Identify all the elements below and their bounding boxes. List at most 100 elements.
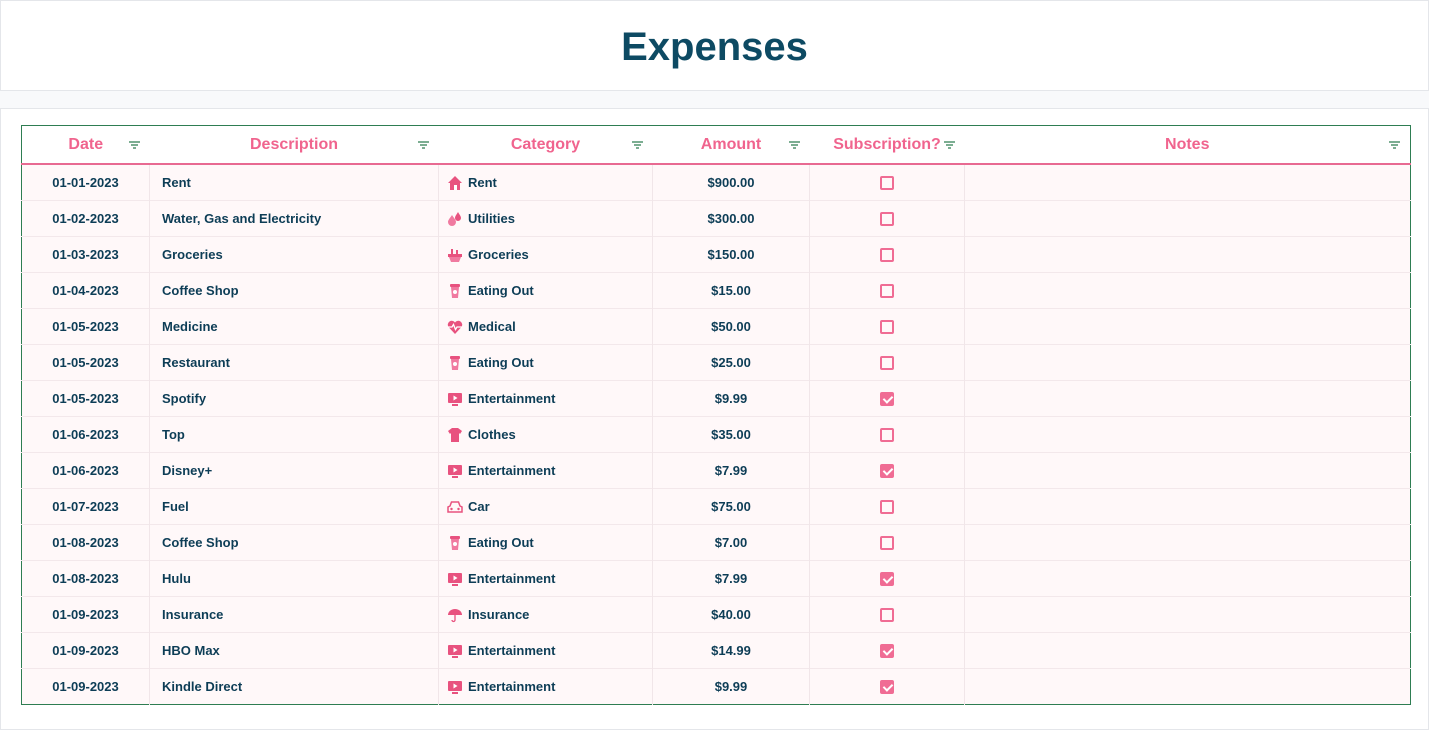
checkbox[interactable] <box>880 320 894 335</box>
notes-cell <box>964 668 1411 705</box>
column-header: Description <box>149 125 439 165</box>
amount-cell: $7.99 <box>652 452 810 489</box>
date-cell: 01-06-2023 <box>21 452 150 489</box>
category-label: Utilities <box>468 211 515 227</box>
filter-icon[interactable] <box>631 141 643 149</box>
checkbox[interactable] <box>880 356 894 371</box>
category-cell: Eating Out <box>438 272 653 309</box>
date-cell: 01-05-2023 <box>21 344 150 381</box>
checkbox[interactable] <box>880 536 894 551</box>
category-icon <box>448 608 462 622</box>
table-row: 01-05-2023 Spotify Entertainment $9.99 <box>21 380 1411 417</box>
category-icon <box>447 501 463 513</box>
amount-cell: $9.99 <box>652 380 810 417</box>
column-header-label: Date <box>68 135 104 153</box>
checkbox[interactable] <box>880 464 894 479</box>
category-icon <box>450 283 460 298</box>
checkbox[interactable] <box>880 608 894 623</box>
description-cell: Kindle Direct <box>149 668 439 705</box>
category-icon <box>448 248 462 262</box>
notes-cell <box>964 488 1411 525</box>
table-row: 01-08-2023 Coffee Shop Eating Out $7.00 <box>21 524 1411 561</box>
description-cell: Rent <box>149 163 439 201</box>
page-title: Expenses <box>621 25 808 69</box>
notes-cell <box>964 632 1411 669</box>
date-cell: 01-09-2023 <box>21 668 150 705</box>
description-cell: Groceries <box>149 236 439 273</box>
amount-cell: $75.00 <box>652 488 810 525</box>
category-cell: Rent <box>438 163 653 201</box>
amount-cell: $35.00 <box>652 416 810 453</box>
page: {"header": {"title": "Expenses"}, "table… <box>0 0 1429 705</box>
column-header: Amount <box>652 125 810 165</box>
category-cell: Eating Out <box>438 524 653 561</box>
checkbox[interactable] <box>880 428 894 443</box>
description-cell: HBO Max <box>149 632 439 669</box>
table-row: 01-05-2023 Medicine Medical $50.00 <box>21 308 1411 345</box>
category-cell: Insurance <box>438 596 653 633</box>
header-row: Date Description Category Amount Subscriptio… <box>21 125 1411 165</box>
column-header-label: Notes <box>1165 135 1210 153</box>
checkbox[interactable] <box>880 644 894 659</box>
checkbox[interactable] <box>880 248 894 263</box>
checkbox[interactable] <box>880 680 894 695</box>
category-icon <box>450 355 460 370</box>
filter-icon[interactable] <box>788 141 800 149</box>
category-label: Clothes <box>468 427 516 443</box>
checkbox[interactable] <box>880 176 894 191</box>
subscription-cell <box>809 596 965 633</box>
category-cell: Eating Out <box>438 344 653 381</box>
date-cell: 01-01-2023 <box>21 163 150 201</box>
category-icon <box>448 572 462 586</box>
description-cell: Medicine <box>149 308 439 345</box>
filter-icon[interactable] <box>128 141 140 149</box>
date-cell: 01-08-2023 <box>21 524 150 561</box>
table-body: 01-01-2023 Rent Rent $900.00 01-02-2023 Water… <box>21 163 1411 705</box>
filter-icon[interactable] <box>1389 141 1400 149</box>
category-cell: Utilities <box>438 200 653 237</box>
checkbox[interactable] <box>880 212 894 227</box>
notes-cell <box>964 236 1411 273</box>
checkbox[interactable] <box>880 500 894 515</box>
notes-cell <box>964 560 1411 597</box>
category-icon <box>447 320 463 334</box>
date-cell: 01-09-2023 <box>21 596 150 633</box>
notes-cell <box>964 200 1411 237</box>
category-cell: Groceries <box>438 236 653 273</box>
amount-cell: $40.00 <box>652 596 810 633</box>
category-cell: Entertainment <box>438 452 653 489</box>
date-cell: 01-04-2023 <box>21 272 150 309</box>
category-label: Eating Out <box>468 283 534 299</box>
amount-cell: $7.99 <box>652 560 810 597</box>
table-row: 01-02-2023 Water, Gas and Electricity Util… <box>21 200 1411 237</box>
column-header: Category <box>438 125 653 165</box>
date-cell: 01-05-2023 <box>21 380 150 417</box>
category-icon <box>448 427 462 442</box>
filter-icon[interactable] <box>943 141 955 149</box>
checkbox[interactable] <box>880 572 894 587</box>
category-label: Eating Out <box>468 535 534 551</box>
subscription-cell <box>809 452 965 489</box>
checkbox[interactable] <box>880 392 894 407</box>
category-cell: Entertainment <box>438 668 653 705</box>
notes-cell <box>964 344 1411 381</box>
notes-cell <box>964 380 1411 417</box>
category-label: Medical <box>468 319 516 335</box>
description-cell: Disney+ <box>149 452 439 489</box>
subscription-cell <box>809 524 965 561</box>
amount-cell: $300.00 <box>652 200 810 237</box>
checkbox[interactable] <box>880 284 894 299</box>
amount-cell: $150.00 <box>652 236 810 273</box>
subscription-cell <box>809 488 965 525</box>
notes-cell <box>964 524 1411 561</box>
table-row: 01-09-2023 Insurance Insurance $40.00 <box>21 596 1411 633</box>
date-cell: 01-02-2023 <box>21 200 150 237</box>
category-cell: Clothes <box>438 416 653 453</box>
table-row: 01-06-2023 Top Clothes $35.00 <box>21 416 1411 453</box>
category-icon <box>448 175 462 190</box>
subscription-cell <box>809 163 965 201</box>
filter-icon[interactable] <box>417 141 429 149</box>
category-label: Entertainment <box>468 571 556 587</box>
category-icon <box>448 464 462 478</box>
amount-cell: $14.99 <box>652 632 810 669</box>
